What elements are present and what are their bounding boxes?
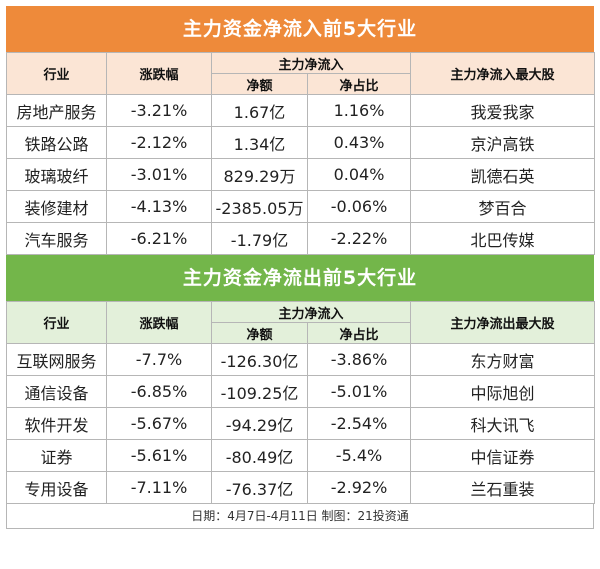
change-cell: -3.01% xyxy=(106,158,212,191)
change-cell: -7.11% xyxy=(106,471,212,504)
net-ratio-cell: -5.01% xyxy=(306,375,412,408)
top-stock-cell: 东方财富 xyxy=(410,343,596,376)
industry-cell: 汽车服务 xyxy=(6,222,107,255)
top-stock-cell: 中际旭创 xyxy=(410,375,596,408)
top-stock-cell: 凯德石英 xyxy=(410,158,596,191)
inflow-header-group: 主力净流入 xyxy=(210,52,412,74)
industry-cell: 玻璃玻纤 xyxy=(6,158,107,191)
net-amount-cell: -109.25亿 xyxy=(211,375,308,408)
top-stock-cell: 兰石重装 xyxy=(410,471,596,504)
table-row: 证券 -5.61% -80.49亿 -5.4% 中信证券 xyxy=(6,439,596,472)
net-amount-cell: -1.79亿 xyxy=(211,222,308,255)
industry-cell: 互联网服务 xyxy=(6,343,107,376)
change-cell: -4.13% xyxy=(106,190,212,223)
change-cell: -6.21% xyxy=(106,222,212,255)
table-row: 通信设备 -6.85% -109.25亿 -5.01% 中际旭创 xyxy=(6,375,596,408)
top-stock-cell: 中信证券 xyxy=(410,439,596,472)
net-amount-cell: -76.37亿 xyxy=(211,471,308,504)
net-amount-cell: 1.34亿 xyxy=(211,126,308,159)
top-stock-cell: 我爱我家 xyxy=(410,94,596,127)
net-amount-cell: 829.29万 xyxy=(211,158,308,191)
industry-cell: 装修建材 xyxy=(6,190,107,223)
net-amount-cell: -94.29亿 xyxy=(211,407,308,440)
change-cell: -7.7% xyxy=(106,343,212,376)
outflow-header-industry: 行业 xyxy=(6,301,107,344)
inflow-header-net-amount: 净额 xyxy=(211,73,308,95)
net-ratio-cell: 0.43% xyxy=(306,126,412,159)
outflow-title: 主力资金净流出前5大行业 xyxy=(6,255,594,301)
net-ratio-cell: -5.4% xyxy=(306,439,412,472)
industry-cell: 铁路公路 xyxy=(6,126,107,159)
table-row: 专用设备 -7.11% -76.37亿 -2.92% 兰石重装 xyxy=(6,471,596,504)
outflow-header-top-stock: 主力净流出最大股 xyxy=(410,301,596,344)
top-stock-cell: 京沪高铁 xyxy=(410,126,596,159)
inflow-table: 行业 涨跌幅 主力净流入 主力净流入最大股 净额 净占比 房地产服务 -3.21… xyxy=(6,52,596,255)
change-cell: -2.12% xyxy=(106,126,212,159)
industry-cell: 通信设备 xyxy=(6,375,107,408)
net-ratio-cell: 0.04% xyxy=(306,158,412,191)
net-ratio-cell: -2.92% xyxy=(306,471,412,504)
net-amount-cell: -2385.05万 xyxy=(211,190,308,223)
inflow-header-industry: 行业 xyxy=(6,52,107,95)
top-stock-cell: 北巴传媒 xyxy=(410,222,596,255)
table-row: 互联网服务 -7.7% -126.30亿 -3.86% 东方财富 xyxy=(6,343,596,376)
inflow-header-change: 涨跌幅 xyxy=(106,52,212,95)
net-amount-cell: -80.49亿 xyxy=(211,439,308,472)
change-cell: -6.85% xyxy=(106,375,212,408)
net-ratio-cell: -3.86% xyxy=(306,343,412,376)
industry-cell: 证券 xyxy=(6,439,107,472)
change-cell: -5.67% xyxy=(106,407,212,440)
change-cell: -3.21% xyxy=(106,94,212,127)
outflow-table: 行业 涨跌幅 主力净流入 主力净流出最大股 净额 净占比 互联网服务 -7.7%… xyxy=(6,301,596,504)
table-row: 软件开发 -5.67% -94.29亿 -2.54% 科大讯飞 xyxy=(6,407,596,440)
industry-cell: 专用设备 xyxy=(6,471,107,504)
industry-cell: 房地产服务 xyxy=(6,94,107,127)
change-cell: -5.61% xyxy=(106,439,212,472)
outflow-header-net-amount: 净额 xyxy=(211,322,308,344)
table-row: 房地产服务 -3.21% 1.67亿 1.16% 我爱我家 xyxy=(6,94,596,127)
outflow-header-net-ratio: 净占比 xyxy=(306,322,412,344)
footer-credit: 日期：4月7日-4月11日 制图：21投资通 xyxy=(6,504,594,529)
table-row: 装修建材 -4.13% -2385.05万 -0.06% 梦百合 xyxy=(6,190,596,223)
inflow-header-net-ratio: 净占比 xyxy=(306,73,412,95)
table-row: 铁路公路 -2.12% 1.34亿 0.43% 京沪高铁 xyxy=(6,126,596,159)
net-ratio-cell: 1.16% xyxy=(306,94,412,127)
outflow-header-group: 主力净流入 xyxy=(210,301,412,323)
net-amount-cell: -126.30亿 xyxy=(211,343,308,376)
outflow-header-change: 涨跌幅 xyxy=(106,301,212,344)
net-ratio-cell: -2.54% xyxy=(306,407,412,440)
fund-flow-infographic: 主力资金净流入前5大行业 行业 涨跌幅 主力净流入 主力净流入最大股 净额 净占… xyxy=(6,6,596,565)
inflow-header-top-stock: 主力净流入最大股 xyxy=(410,52,596,95)
net-amount-cell: 1.67亿 xyxy=(211,94,308,127)
net-ratio-cell: -0.06% xyxy=(306,190,412,223)
table-row: 玻璃玻纤 -3.01% 829.29万 0.04% 凯德石英 xyxy=(6,158,596,191)
top-stock-cell: 科大讯飞 xyxy=(410,407,596,440)
top-stock-cell: 梦百合 xyxy=(410,190,596,223)
industry-cell: 软件开发 xyxy=(6,407,107,440)
net-ratio-cell: -2.22% xyxy=(306,222,412,255)
inflow-title: 主力资金净流入前5大行业 xyxy=(6,6,594,52)
table-row: 汽车服务 -6.21% -1.79亿 -2.22% 北巴传媒 xyxy=(6,222,596,255)
